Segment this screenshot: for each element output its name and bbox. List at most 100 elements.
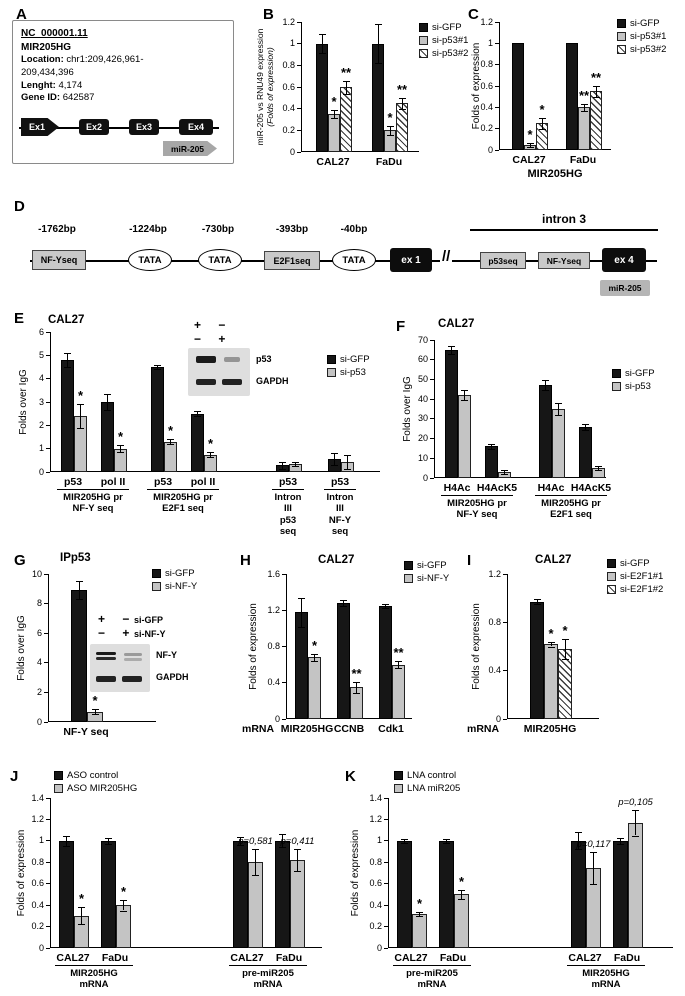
bar-si-p53 — [458, 395, 471, 478]
significance-label: * — [539, 102, 545, 117]
error-bar-cap — [533, 604, 541, 606]
x-tick-label: H4AcK5 — [476, 482, 518, 494]
panel-f-letter: F — [396, 318, 406, 335]
error-bar — [314, 653, 315, 661]
panel-a: A NC_000001.11 MIR205HG Location: chr1:2… — [10, 6, 242, 168]
legend-swatch — [54, 784, 63, 793]
y-tick-mark — [384, 840, 388, 842]
y-tick-mark — [46, 424, 50, 426]
y-tick-mark — [46, 401, 50, 403]
exon-4-box: ex 4 — [602, 248, 646, 272]
legend-item: si-GFP — [607, 558, 650, 569]
error-bar — [404, 838, 405, 843]
y-tick-label: 70 — [417, 334, 428, 345]
y-tick-label: 4 — [36, 657, 42, 668]
y-tick-label: 1.2 — [267, 604, 280, 615]
panel-k-chart: K 0 0.2 0.4 0.6 0.8 1 1.2 1.4 * * p=0,117 p=0,105 CA… — [342, 768, 685, 996]
position-label-730bp: -730bp — [201, 224, 235, 235]
bar-si-e2f1#1 — [544, 644, 558, 719]
y-tick-mark — [384, 818, 388, 820]
x-tick-label: H4Ac — [537, 482, 565, 494]
error-bar-cap — [252, 849, 259, 851]
significance-label: ** — [590, 70, 602, 85]
y-tick-label: 1 — [38, 835, 44, 846]
error-bar-cap — [416, 915, 423, 917]
y-tick-label: 10 — [417, 452, 428, 463]
y-tick-label: 0.2 — [31, 921, 44, 932]
bar-si-p53#1 — [578, 107, 590, 150]
significance-label: p=0,411 — [280, 836, 315, 848]
y-tick-mark — [46, 883, 50, 885]
error-bar-cap — [592, 96, 600, 98]
error-bar-cap — [91, 713, 99, 715]
y-axis-label: miR-205 vs RNU49 expression (Folds of exp… — [255, 22, 275, 152]
panel-c-chart: C 0 0.2 0.4 0.6 0.8 1 1.2 * ** * ** CAL27 FaDu MIR205… — [465, 6, 685, 206]
gene-name: MIR205HG — [21, 41, 72, 53]
significance-label: * — [387, 110, 393, 125]
y-tick-mark — [297, 64, 301, 66]
x-tick-label: FaDu — [101, 952, 129, 964]
bar-lna-control — [439, 840, 454, 948]
error-bar-cap — [401, 843, 408, 844]
x-tick-label: FaDu — [439, 952, 467, 964]
y-axis-label-text: Folds over IgG — [18, 369, 29, 435]
legend-item: si-p53#1 — [617, 31, 666, 42]
blot-image — [188, 348, 250, 396]
significance-label: * — [331, 93, 337, 109]
y-tick-mark — [46, 840, 50, 842]
error-bar — [123, 899, 124, 911]
bar-si-p53 — [552, 409, 565, 478]
blot-image — [90, 644, 150, 692]
y-axis-label: Folds of expression — [471, 22, 483, 150]
y-tick-label: 0.4 — [488, 665, 501, 676]
error-bar-cap — [461, 400, 468, 402]
error-bar-cap — [401, 838, 408, 840]
y-tick-mark — [46, 926, 50, 928]
error-bar-cap — [416, 911, 423, 913]
error-bar-cap — [298, 597, 305, 599]
error-bar-cap — [374, 24, 382, 26]
y-tick-mark — [46, 947, 50, 949]
x-tick-label: FaDu — [569, 154, 597, 166]
y-tick-label: 0 — [38, 942, 44, 953]
error-bar — [598, 466, 599, 471]
error-bar-cap — [91, 709, 99, 711]
error-bar-cap — [526, 146, 534, 148]
error-bar — [635, 809, 636, 836]
bar-si-gfp — [539, 385, 552, 478]
y-tick-mark — [495, 85, 499, 87]
bar-aso-control — [233, 840, 248, 948]
y-tick-mark — [46, 471, 50, 473]
error-bar-cap — [207, 456, 214, 458]
exon-3: Ex3 — [129, 119, 159, 135]
legend-swatch — [419, 23, 428, 32]
legend-item: ASO MIR205HG — [54, 783, 137, 794]
error-bar — [536, 599, 538, 605]
y-tick-mark — [297, 43, 301, 45]
y-tick-mark — [297, 86, 301, 88]
y-tick-mark — [384, 797, 388, 799]
x-tick-label: p53 — [278, 476, 298, 488]
blot-band-gapdh-lane1 — [96, 676, 116, 682]
y-tick-label: 0.4 — [282, 103, 295, 114]
error-bar — [461, 890, 462, 899]
legend-label: si-p53#2 — [630, 44, 667, 55]
error-bar-cap — [561, 639, 569, 641]
error-bar — [78, 581, 80, 600]
panel-b-letter: B — [263, 6, 274, 23]
gene-id-label: Gene ID: — [21, 92, 61, 104]
error-bar-cap — [292, 461, 299, 463]
bar-lna-control — [613, 840, 628, 948]
y-tick-label: 0.4 — [267, 677, 280, 688]
error-bar-cap — [538, 128, 546, 130]
error-bar — [504, 470, 505, 475]
x-tick-label: H4Ac — [443, 482, 471, 494]
error-bar — [446, 838, 447, 843]
error-bar — [529, 142, 531, 147]
position-label-40bp: -40bp — [340, 224, 368, 235]
error-bar-cap — [344, 468, 351, 470]
error-bar-cap — [632, 809, 639, 811]
y-tick-mark — [430, 359, 434, 361]
error-bar — [564, 639, 566, 659]
error-bar-cap — [342, 93, 350, 95]
